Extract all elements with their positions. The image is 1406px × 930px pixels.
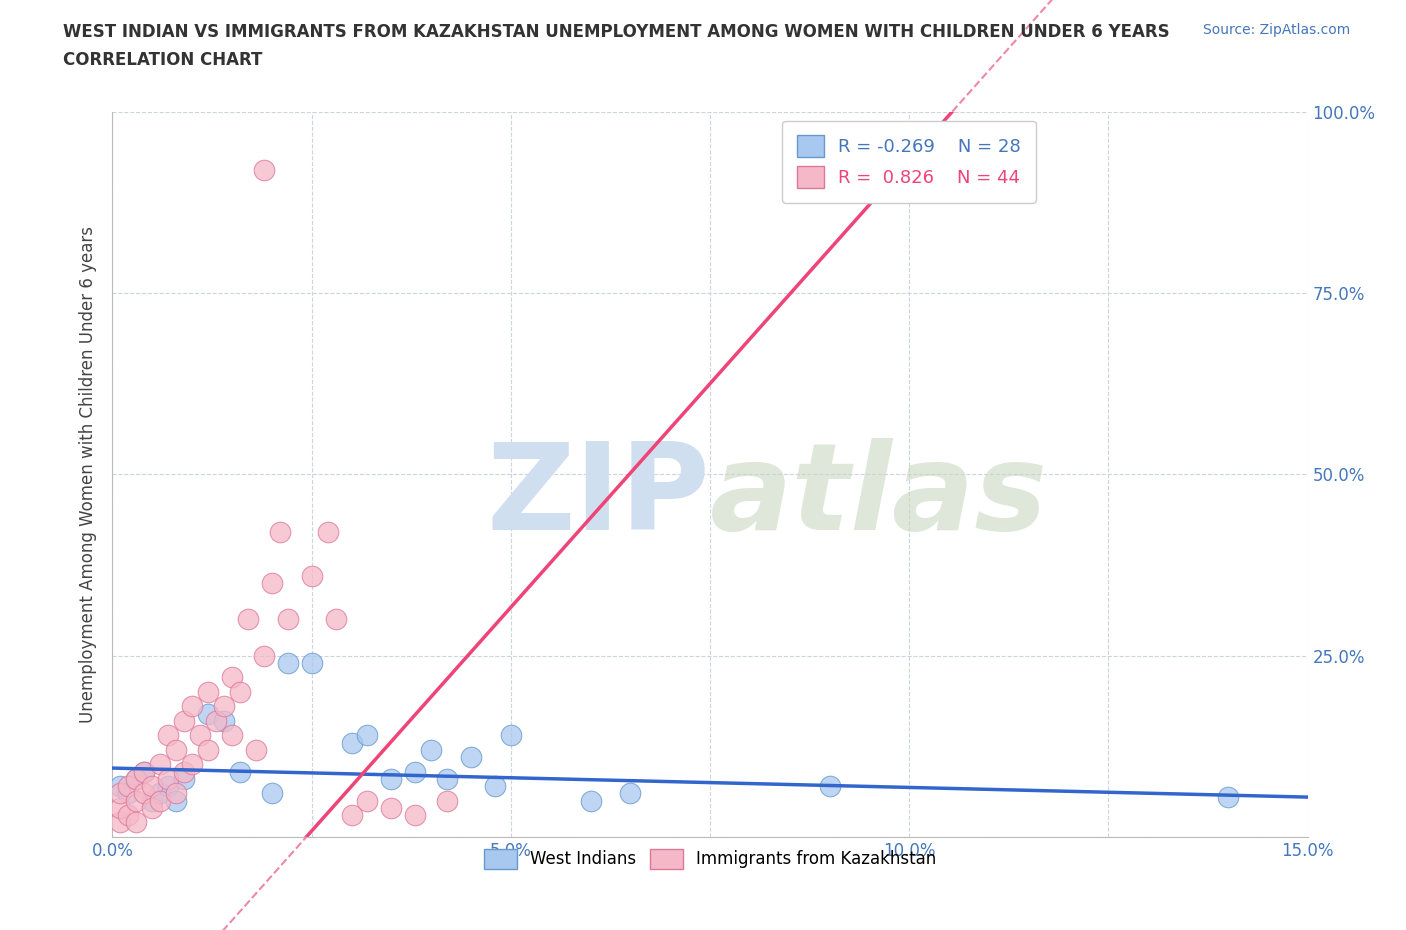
Point: [253, 162, 276, 177]
Point: [212, 713, 235, 728]
Point: [173, 772, 195, 787]
Point: [149, 793, 172, 808]
Point: [173, 713, 195, 728]
Point: [484, 778, 506, 793]
Text: atlas: atlas: [710, 437, 1047, 554]
Text: WEST INDIAN VS IMMIGRANTS FROM KAZAKHSTAN UNEMPLOYMENT AMONG WOMEN WITH CHILDREN: WEST INDIAN VS IMMIGRANTS FROM KAZAKHSTA…: [63, 23, 1170, 41]
Point: [436, 772, 458, 787]
Point: [245, 742, 267, 757]
Point: [277, 656, 299, 671]
Point: [165, 786, 187, 801]
Point: [110, 815, 132, 830]
Point: [340, 808, 363, 823]
Point: [260, 576, 283, 591]
Point: [436, 793, 458, 808]
Point: [125, 793, 148, 808]
Point: [420, 742, 443, 757]
Point: [460, 750, 482, 764]
Point: [125, 772, 148, 787]
Point: [125, 772, 148, 787]
Point: [260, 786, 283, 801]
Point: [110, 786, 132, 801]
Point: [325, 612, 347, 627]
Point: [316, 525, 339, 539]
Point: [380, 772, 402, 787]
Point: [221, 670, 243, 684]
Point: [579, 793, 602, 808]
Point: [125, 815, 148, 830]
Point: [229, 684, 252, 699]
Point: [149, 786, 172, 801]
Point: [165, 742, 187, 757]
Point: [157, 772, 180, 787]
Point: [619, 786, 641, 801]
Point: [173, 764, 195, 779]
Point: [212, 699, 235, 714]
Point: [277, 612, 299, 627]
Point: [110, 801, 132, 816]
Point: [197, 706, 219, 721]
Point: [221, 728, 243, 743]
Point: [205, 713, 228, 728]
Point: [157, 778, 180, 793]
Text: Source: ZipAtlas.com: Source: ZipAtlas.com: [1202, 23, 1350, 37]
Point: [141, 778, 163, 793]
Point: [236, 612, 259, 627]
Point: [356, 793, 378, 808]
Point: [404, 808, 426, 823]
Point: [301, 568, 323, 583]
Point: [188, 728, 211, 743]
Point: [301, 656, 323, 671]
Point: [157, 728, 180, 743]
Point: [269, 525, 291, 539]
Point: [141, 793, 163, 808]
Point: [117, 808, 139, 823]
Point: [380, 801, 402, 816]
Point: [340, 736, 363, 751]
Text: ZIP: ZIP: [486, 437, 710, 554]
Point: [141, 801, 163, 816]
Point: [149, 757, 172, 772]
Point: [404, 764, 426, 779]
Point: [499, 728, 522, 743]
Point: [165, 793, 187, 808]
Point: [117, 778, 139, 793]
Point: [181, 757, 204, 772]
Legend: West Indians, Immigrants from Kazakhstan: West Indians, Immigrants from Kazakhstan: [477, 843, 943, 876]
Point: [134, 764, 156, 779]
Point: [197, 684, 219, 699]
Point: [1216, 790, 1239, 804]
Point: [197, 742, 219, 757]
Point: [818, 778, 841, 793]
Point: [253, 648, 276, 663]
Point: [110, 778, 132, 793]
Point: [134, 786, 156, 801]
Point: [181, 699, 204, 714]
Y-axis label: Unemployment Among Women with Children Under 6 years: Unemployment Among Women with Children U…: [79, 226, 97, 723]
Point: [356, 728, 378, 743]
Point: [134, 764, 156, 779]
Point: [229, 764, 252, 779]
Text: CORRELATION CHART: CORRELATION CHART: [63, 51, 263, 69]
Point: [117, 786, 139, 801]
